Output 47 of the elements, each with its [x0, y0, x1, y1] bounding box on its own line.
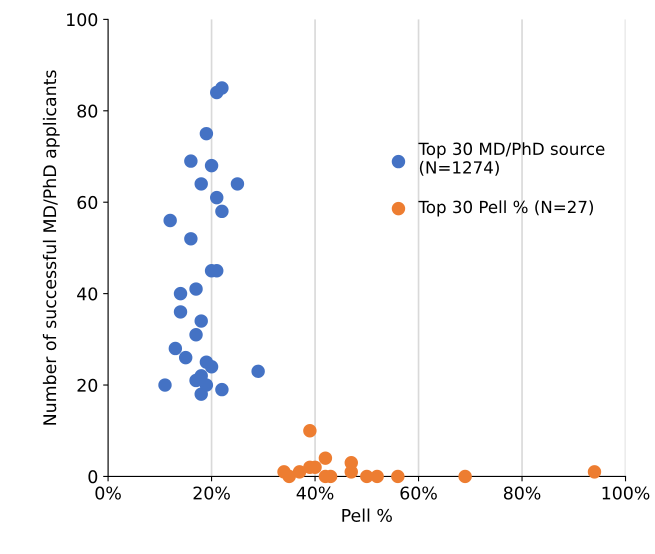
point [251, 364, 265, 378]
x-tick-label: 80% [504, 486, 540, 500]
point [189, 282, 203, 296]
point [184, 232, 198, 246]
point [178, 350, 192, 364]
point [210, 86, 224, 100]
x-tick-label: 100% [602, 486, 650, 500]
y-axis-title: Number of successful MD/PhD applicants [42, 70, 60, 425]
x-tick-label: 20% [194, 486, 230, 500]
point [588, 465, 602, 479]
point [230, 177, 244, 191]
point [215, 382, 229, 396]
point [189, 328, 203, 342]
point [168, 342, 182, 356]
legend-label: Top 30 MD/PhD source (N=1274) [418, 142, 604, 176]
point [204, 360, 218, 374]
legend-label: Top 30 Pell % (N=27) [418, 200, 593, 216]
point [391, 470, 405, 484]
point [370, 470, 384, 484]
point [174, 286, 188, 300]
y-tick-label: 100 [67, 13, 98, 26]
point [292, 465, 306, 479]
point [303, 424, 317, 438]
x-axis-title: Pell % [342, 508, 392, 522]
x-tick-label: 60% [400, 486, 437, 500]
y-tick-label: 60 [77, 196, 98, 210]
x-tick-label: 40% [296, 486, 334, 500]
point [158, 378, 172, 392]
point [174, 305, 188, 319]
point [194, 387, 208, 401]
point [200, 126, 214, 140]
point [194, 314, 208, 328]
point [204, 158, 218, 172]
y-tick-label: 0 [88, 470, 98, 484]
point [163, 214, 177, 228]
point [194, 177, 208, 191]
point [210, 190, 224, 204]
y-tick-label: 40 [77, 287, 98, 300]
point [215, 204, 229, 218]
point [184, 154, 198, 168]
point [282, 470, 296, 484]
point [344, 465, 358, 479]
point [458, 470, 472, 484]
y-tick-label: 20 [78, 378, 98, 392]
y-tick-label: 80 [77, 104, 98, 118]
point [318, 451, 332, 465]
x-tick-label: 0% [95, 486, 121, 500]
